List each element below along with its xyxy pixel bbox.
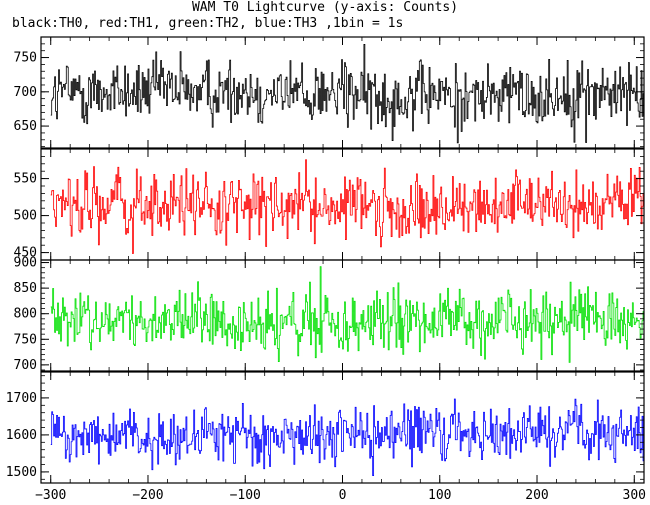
chart-subtitle: black:TH0, red:TH1, green:TH2, blue:TH3 … bbox=[12, 16, 404, 31]
x-tick-label: −200 bbox=[132, 488, 163, 503]
series-line-2 bbox=[50, 266, 644, 363]
panel-1: 450 500 550 bbox=[14, 148, 645, 261]
x-axis: −300 −200 −100 0 100 200 300 bbox=[35, 488, 646, 503]
series-line-3 bbox=[50, 398, 644, 477]
panel-group: 650 700 750 450 500 550 700 750 800 850 900 1500 160… bbox=[6, 36, 645, 484]
x-tick-label: −100 bbox=[230, 488, 261, 503]
y-tick-label: 700 bbox=[14, 85, 37, 100]
y-tick-label: 800 bbox=[14, 307, 37, 322]
chart-title: WAM T0 Lightcurve (y-axis: Counts) bbox=[191, 0, 459, 15]
x-tick-label: 100 bbox=[428, 488, 451, 503]
series-line-1 bbox=[50, 159, 644, 254]
panel-0: 650 700 750 bbox=[14, 36, 645, 149]
x-tick-label: −300 bbox=[35, 488, 66, 503]
y-tick-label: 900 bbox=[14, 256, 37, 271]
y-tick-label: 450 bbox=[14, 246, 37, 261]
y-tick-label: 650 bbox=[14, 119, 37, 134]
x-tick-label: 200 bbox=[525, 488, 548, 503]
y-tick-label: 750 bbox=[14, 332, 37, 347]
y-tick-label: 1500 bbox=[6, 465, 37, 480]
panel-2: 700 750 800 850 900 bbox=[14, 256, 645, 373]
y-tick-label: 750 bbox=[14, 51, 37, 66]
panel-3: 1500 1600 1700 bbox=[6, 371, 645, 484]
y-tick-label: 850 bbox=[14, 281, 37, 296]
x-tick-label: 300 bbox=[623, 488, 646, 503]
y-tick-label: 550 bbox=[14, 172, 37, 187]
series-line-0 bbox=[50, 44, 644, 144]
y-tick-label: 1700 bbox=[6, 391, 37, 406]
y-tick-label: 500 bbox=[14, 209, 37, 224]
y-tick-label: 700 bbox=[14, 358, 37, 373]
x-tick-label: 0 bbox=[339, 488, 347, 503]
y-tick-label: 1600 bbox=[6, 428, 37, 443]
